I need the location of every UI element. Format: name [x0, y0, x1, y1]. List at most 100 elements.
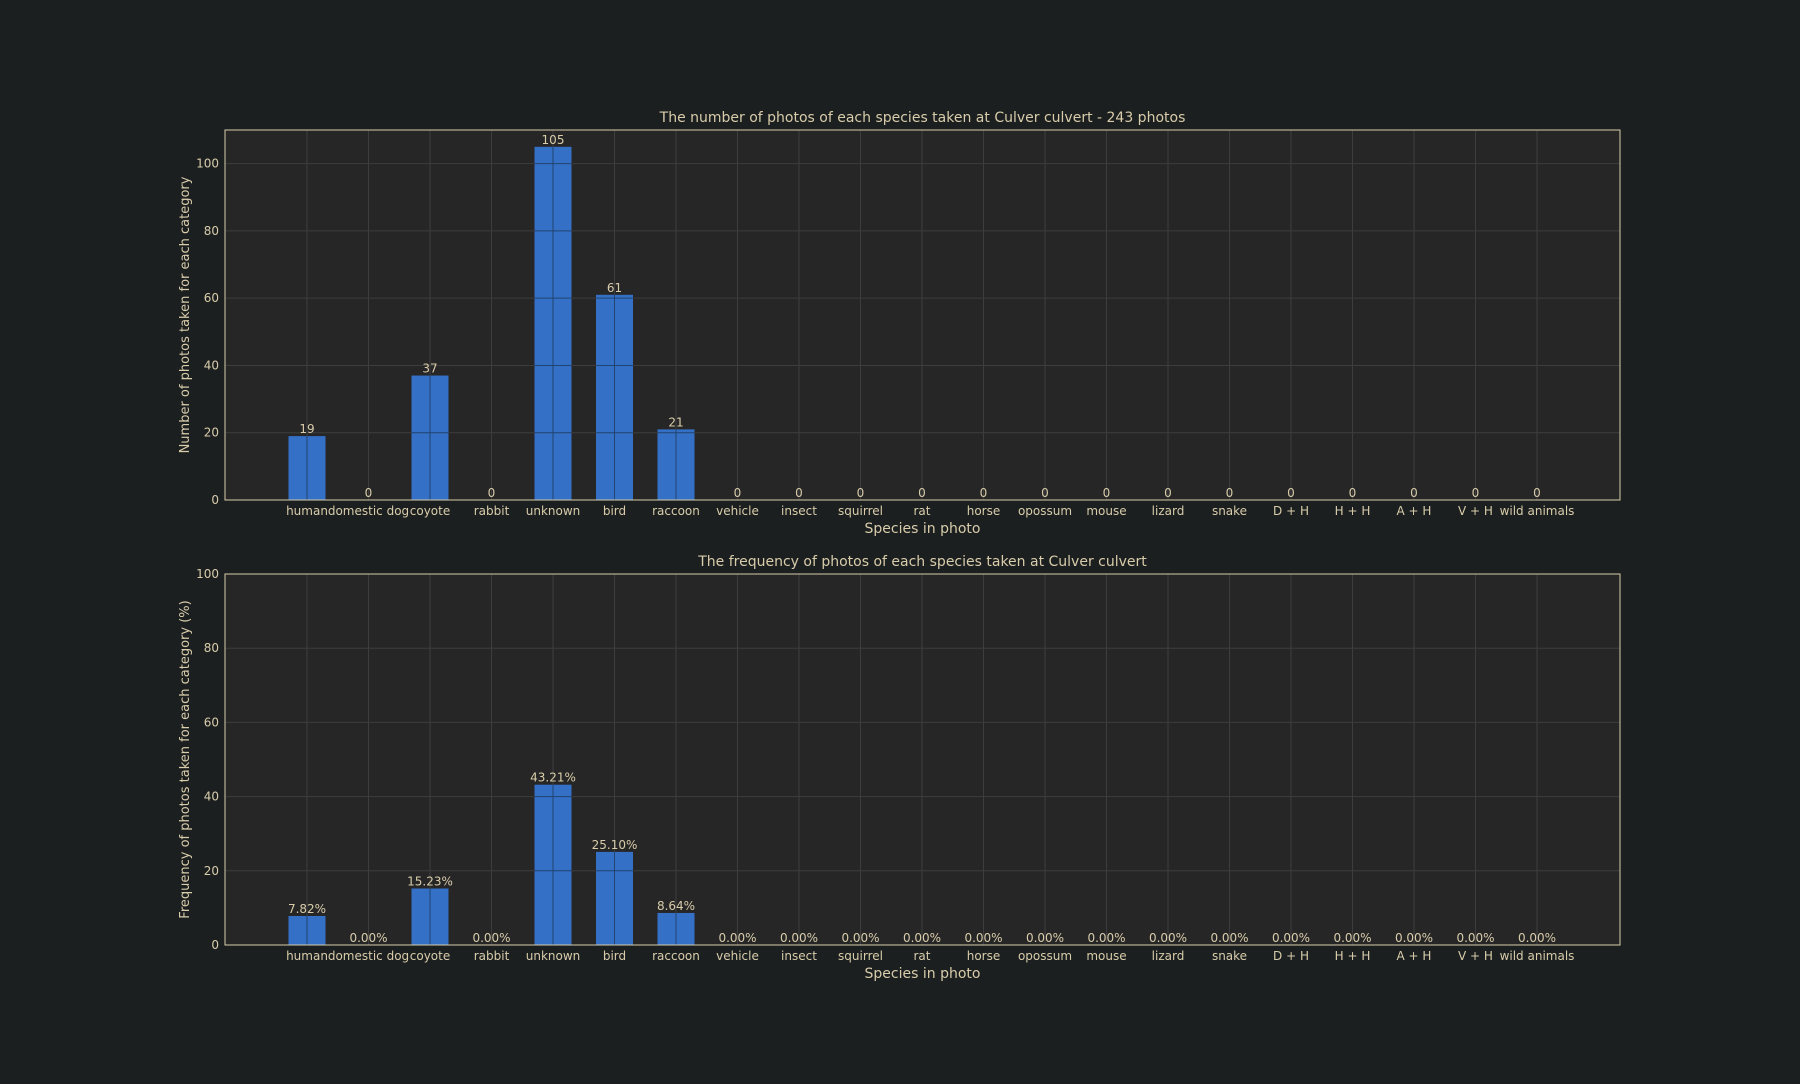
- frequency-chart-x-tick-label: wild animals: [1500, 949, 1575, 963]
- count-chart-x-tick-label: domestic dog: [328, 504, 409, 518]
- count-chart-x-tick-label: D + H: [1273, 504, 1309, 518]
- count-chart-x-tick-label: A + H: [1397, 504, 1432, 518]
- count-chart-value-label: 0: [1472, 486, 1480, 500]
- count-chart-value-label: 0: [980, 486, 988, 500]
- count-chart-x-tick-label: human: [286, 504, 328, 518]
- frequency-chart-value-label: 0.00%: [718, 931, 756, 945]
- count-chart-y-tick-label: 0: [211, 493, 219, 507]
- frequency-chart-x-tick-label: squirrel: [838, 949, 883, 963]
- count-chart-value-label: 61: [607, 281, 622, 295]
- count-chart-value-label: 0: [1103, 486, 1111, 500]
- count-chart-x-tick-label: wild animals: [1500, 504, 1575, 518]
- count-chart-value-label: 37: [422, 362, 437, 376]
- frequency-chart-grid-overlay: [307, 574, 1537, 945]
- frequency-chart-value-label: 0.00%: [841, 931, 879, 945]
- frequency-chart-x-tick-label: H + H: [1335, 949, 1371, 963]
- count-chart-value-label: 0: [795, 486, 803, 500]
- count-chart-value-label: 0: [365, 486, 373, 500]
- count-chart-x-tick-label: horse: [967, 504, 1001, 518]
- frequency-chart-x-tick-label: rabbit: [474, 949, 510, 963]
- count-chart-x-ticks: human domestic dog coyote rabbit unknown bird…: [286, 504, 1574, 518]
- frequency-chart-x-tick-label: unknown: [526, 949, 581, 963]
- count-chart-x-tick-label: raccoon: [652, 504, 700, 518]
- count-chart-x-tick-label: lizard: [1152, 504, 1185, 518]
- frequency-chart-y-tick-label: 0: [211, 938, 219, 952]
- frequency-chart-y-tick-label: 20: [204, 864, 219, 878]
- count-chart-x-tick-label: V + H: [1458, 504, 1493, 518]
- frequency-chart-value-label: 0.00%: [349, 931, 387, 945]
- frequency-chart-x-tick-label: human: [286, 949, 328, 963]
- count-chart-y-axis-label: Number of photos taken for each category: [178, 176, 193, 453]
- count-chart-value-label: 0: [918, 486, 926, 500]
- count-chart-value-labels: 19 0 37 0 105 61 21 0 0 0 0 0 0 0 0 0 0 0 0 0 0: [299, 133, 1540, 500]
- count-chart-x-tick-label: squirrel: [838, 504, 883, 518]
- frequency-chart-value-label: 0.00%: [1149, 931, 1187, 945]
- frequency-chart-title: The frequency of photos of each species …: [697, 554, 1147, 570]
- count-chart-x-tick-label: H + H: [1335, 504, 1371, 518]
- frequency-chart-value-label: 0.00%: [964, 931, 1002, 945]
- count-chart-value-label: 0: [734, 486, 742, 500]
- frequency-chart-x-tick-label: opossum: [1018, 949, 1072, 963]
- frequency-chart-x-tick-label: vehicle: [716, 949, 759, 963]
- count-chart-title: The number of photos of each species tak…: [659, 110, 1186, 126]
- frequency-chart-value-label: 0.00%: [1395, 931, 1433, 945]
- frequency-chart-x-tick-label: raccoon: [652, 949, 700, 963]
- count-chart-value-label: 0: [1349, 486, 1357, 500]
- frequency-chart-x-tick-label: horse: [967, 949, 1001, 963]
- frequency-chart-value-label: 25.10%: [592, 838, 638, 852]
- count-chart-grid-overlay: [307, 130, 1537, 500]
- frequency-chart-x-tick-label: lizard: [1152, 949, 1185, 963]
- count-chart-value-label: 0: [1533, 486, 1541, 500]
- frequency-chart-value-label: 15.23%: [407, 874, 453, 888]
- frequency-chart-value-label: 0.00%: [1333, 931, 1371, 945]
- frequency-chart-value-label: 0.00%: [780, 931, 818, 945]
- frequency-chart-x-tick-label: mouse: [1086, 949, 1126, 963]
- count-chart-x-tick-label: opossum: [1018, 504, 1072, 518]
- count-chart-value-label: 0: [1164, 486, 1172, 500]
- count-chart-x-tick-label: snake: [1212, 504, 1247, 518]
- frequency-chart-value-label: 0.00%: [472, 931, 510, 945]
- frequency-chart-x-ticks: human domestic dog coyote rabbit unknown bird…: [286, 949, 1574, 963]
- count-chart-y-tick-label: 60: [204, 291, 219, 305]
- count-chart-value-label: 0: [1410, 486, 1418, 500]
- frequency-chart-value-label: 0.00%: [1272, 931, 1310, 945]
- count-chart-x-tick-label: vehicle: [716, 504, 759, 518]
- count-chart-bars: [288, 146, 695, 500]
- frequency-chart-value-label: 0.00%: [903, 931, 941, 945]
- count-chart: 0 20 40 60 80 100 human domestic dog coyote rabb…: [178, 110, 1621, 537]
- count-chart-y-tick-label: 100: [196, 157, 219, 171]
- frequency-chart-value-label: 0.00%: [1456, 931, 1494, 945]
- frequency-chart-value-label: 0.00%: [1518, 931, 1556, 945]
- frequency-chart-y-tick-label: 60: [204, 715, 219, 729]
- count-chart-x-tick-label: bird: [603, 504, 626, 518]
- count-chart-value-label: 0: [1287, 486, 1295, 500]
- frequency-chart-value-label: 0.00%: [1026, 931, 1064, 945]
- count-chart-x-tick-label: insect: [781, 504, 817, 518]
- count-chart-value-label: 19: [299, 422, 314, 436]
- count-chart-y-tick-label: 40: [204, 358, 219, 372]
- frequency-chart-bars: [288, 784, 695, 945]
- count-chart-value-label: 21: [668, 415, 683, 429]
- frequency-chart-x-axis-label: Species in photo: [865, 966, 981, 982]
- count-chart-x-tick-label: rabbit: [474, 504, 510, 518]
- count-chart-value-label: 0: [1226, 486, 1234, 500]
- count-chart-value-label: 0: [857, 486, 865, 500]
- count-chart-x-tick-label: unknown: [526, 504, 581, 518]
- frequency-chart-x-tick-label: A + H: [1397, 949, 1432, 963]
- frequency-chart-y-tick-label: 80: [204, 641, 219, 655]
- frequency-chart-x-tick-label: rat: [914, 949, 931, 963]
- frequency-chart-y-axis-label: Frequency of photos taken for each categ…: [178, 600, 193, 918]
- count-chart-x-tick-label: rat: [914, 504, 931, 518]
- count-chart-value-label: 0: [488, 486, 496, 500]
- frequency-chart-y-tick-label: 40: [204, 790, 219, 804]
- frequency-chart-value-label: 7.82%: [288, 902, 326, 916]
- count-chart-value-label: 105: [542, 133, 565, 147]
- frequency-chart-x-tick-label: snake: [1212, 949, 1247, 963]
- count-chart-value-label: 0: [1041, 486, 1049, 500]
- count-chart-frame: [224, 129, 1621, 501]
- frequency-chart-x-tick-label: coyote: [410, 949, 450, 963]
- count-chart-x-tick-label: mouse: [1086, 504, 1126, 518]
- frequency-chart-value-label: 0.00%: [1087, 931, 1125, 945]
- count-chart-y-tick-label: 20: [204, 426, 219, 440]
- frequency-chart-x-tick-label: D + H: [1273, 949, 1309, 963]
